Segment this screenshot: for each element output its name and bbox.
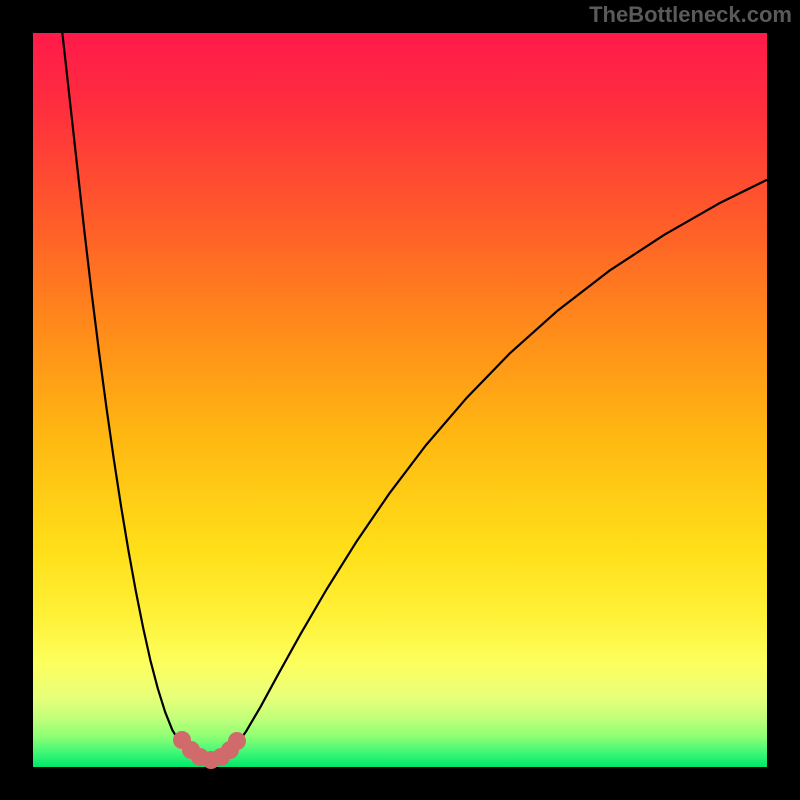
curve-layer bbox=[33, 33, 767, 767]
bottleneck-curve bbox=[62, 33, 767, 760]
watermark-text: TheBottleneck.com bbox=[589, 2, 792, 28]
valley-marker bbox=[228, 732, 246, 750]
plot-area bbox=[33, 33, 767, 767]
